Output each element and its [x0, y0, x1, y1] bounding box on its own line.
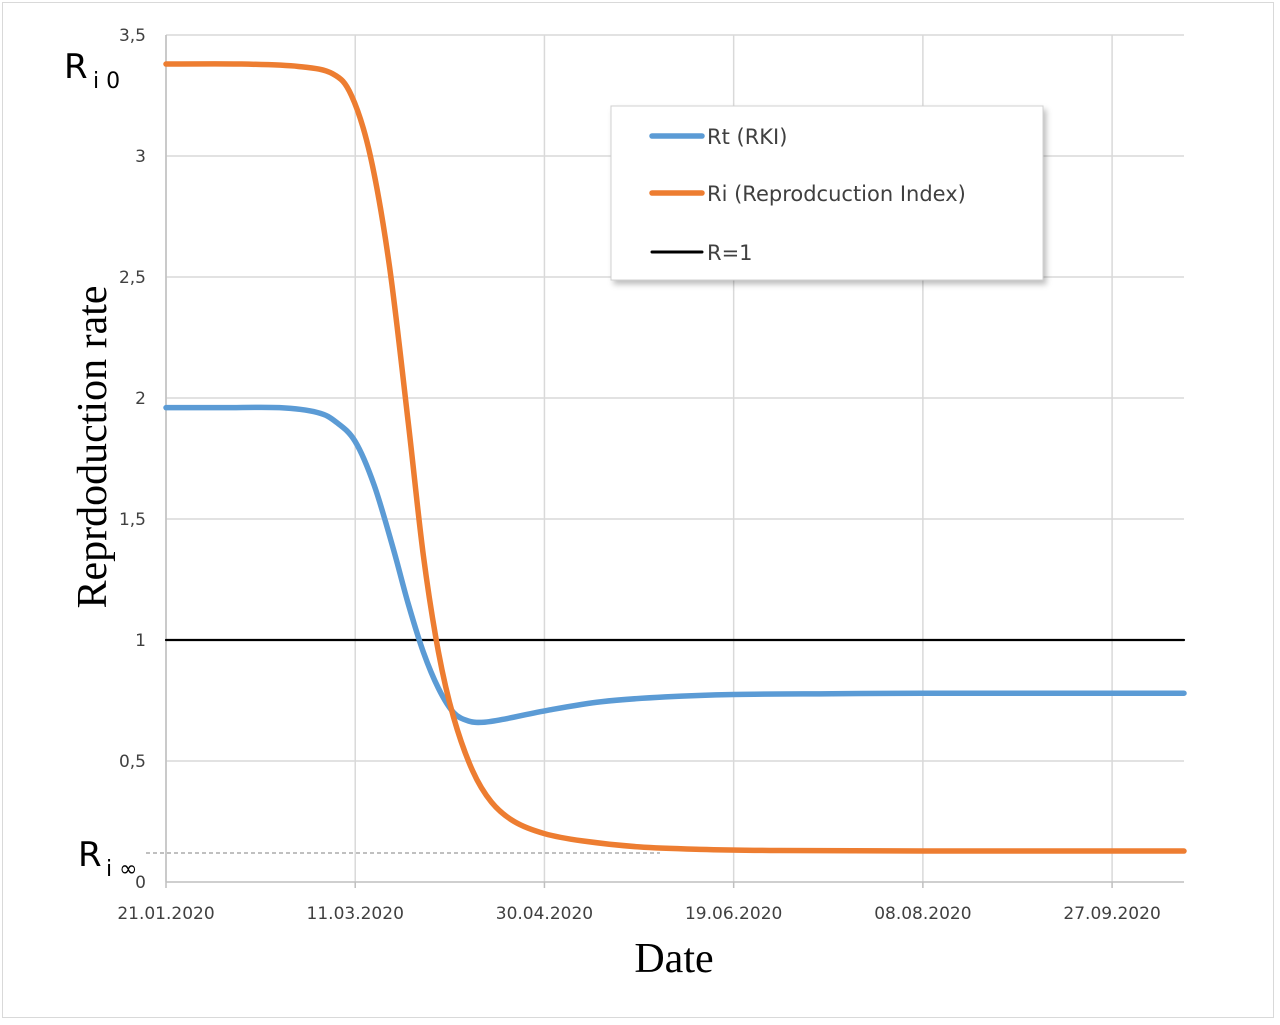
y-axis-title: Reprdoduction rate: [70, 285, 116, 608]
y-tick-label: 1,5: [119, 510, 146, 530]
legend-label: Ri (Reprodcuction Index): [707, 182, 966, 206]
legend-label: Rt (RKI): [707, 125, 787, 149]
annotation-ri0-main: R: [64, 47, 88, 87]
series-lines: [146, 61, 1187, 854]
x-tick-label: 27.09.2020: [1063, 904, 1160, 924]
y-tick-label: 1: [135, 631, 146, 651]
x-tick-label: 08.08.2020: [874, 904, 971, 924]
legend-label: R=1: [707, 241, 753, 265]
y-tick-label: 0: [135, 873, 146, 893]
x-tick-labels: 21.01.2020 11.03.2020 30.04.2020 19.06.2020…: [117, 904, 1160, 924]
y-tick-label: 2: [135, 389, 146, 409]
y-tick-label: 0,5: [119, 752, 146, 772]
legend: Rt (RKI) Ri (Reprodcuction Index) R=1: [610, 105, 1044, 281]
y-tick-labels: 0 0,5 1 1,5 2 2,5 3 3,5: [119, 26, 146, 893]
x-axis-title: Date: [634, 936, 713, 982]
annotation-ri0-sub: i 0: [93, 69, 120, 94]
y-tick-label: 3: [135, 147, 146, 167]
series-line-ri: [163, 61, 1187, 854]
series-line-rt: [163, 404, 1187, 726]
annotation-riinf-main: R: [78, 835, 102, 875]
y-tick-label: 2,5: [119, 268, 146, 288]
annotation-riinf: R i ∞: [78, 835, 137, 882]
x-tick-label: 11.03.2020: [307, 904, 404, 924]
x-tick-label: 21.01.2020: [117, 904, 214, 924]
x-tick-label: 19.06.2020: [685, 904, 782, 924]
y-tick-label: 3,5: [119, 26, 146, 46]
x-tick-label: 30.04.2020: [496, 904, 593, 924]
annotation-ri0: R i 0: [64, 47, 120, 94]
annotation-riinf-sub: i ∞: [106, 857, 137, 882]
